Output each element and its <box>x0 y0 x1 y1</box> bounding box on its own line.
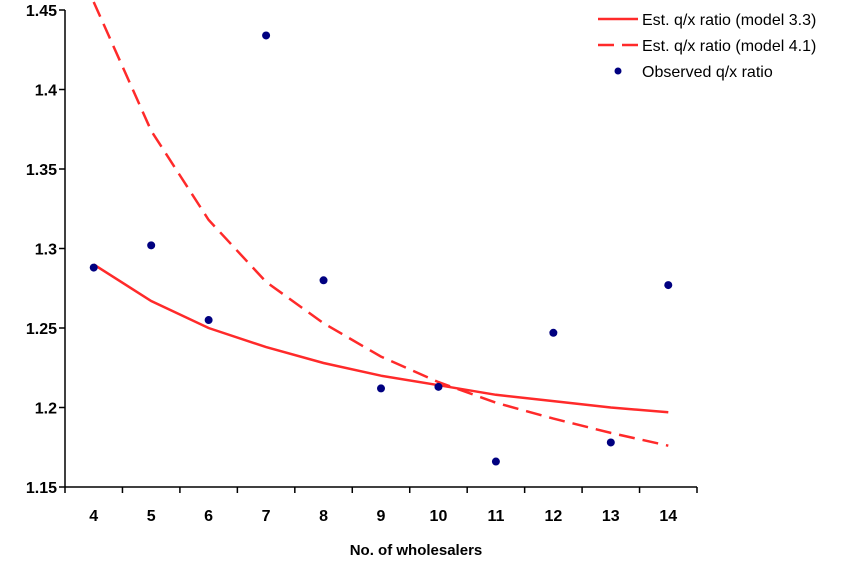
x-tick-label: 14 <box>659 508 677 525</box>
x-tick-label: 6 <box>204 508 213 525</box>
observed-point <box>606 438 615 447</box>
observed-point <box>319 276 328 285</box>
observed-point <box>262 31 271 40</box>
model-3-3-line <box>93 263 669 414</box>
observed-point <box>491 457 500 466</box>
legend-marker <box>614 67 622 75</box>
y-tick-label: 1.2 <box>35 401 57 418</box>
x-tick-label: 13 <box>602 508 620 525</box>
x-tick-label: 5 <box>147 508 156 525</box>
observed-point <box>147 241 156 250</box>
observed-points <box>89 31 673 466</box>
observed-point <box>664 281 673 290</box>
x-axis-title: No. of wholesalers <box>350 542 483 559</box>
x-tick-label: 12 <box>544 508 562 525</box>
y-tick-label: 1.25 <box>26 321 57 338</box>
legend: Est. q/x ratio (model 3.3) Est. q/x ratio… <box>598 12 816 81</box>
observed-point <box>89 263 98 272</box>
x-tick-label: 11 <box>487 508 504 525</box>
y-tick-label: 1.3 <box>35 242 57 259</box>
legend-label: Observed q/x ratio <box>642 64 773 81</box>
legend-label: Est. q/x ratio (model 4.1) <box>642 38 816 55</box>
observed-point <box>204 316 213 325</box>
observed-point <box>434 382 443 391</box>
x-tick-label: 10 <box>430 508 448 525</box>
observed-point <box>549 328 558 337</box>
x-tick-label: 7 <box>262 508 271 525</box>
x-ticks: 4 5 6 7 8 9 10 11 12 13 14 <box>64 487 698 525</box>
model-4-1-line <box>92 1 669 447</box>
x-tick-label: 8 <box>319 508 328 525</box>
y-tick-label: 1.35 <box>26 162 57 179</box>
observed-point <box>377 384 385 393</box>
y-tick-label: 1.45 <box>26 3 57 20</box>
y-tick-label: 1.4 <box>35 83 57 100</box>
x-tick-label: 4 <box>89 508 98 525</box>
y-ticks: 1.15 1.2 1.25 1.3 1.35 1.4 1.45 <box>26 3 65 497</box>
plot-lines <box>92 1 669 447</box>
legend-label: Est. q/x ratio (model 3.3) <box>642 12 816 29</box>
y-tick-label: 1.15 <box>26 480 57 497</box>
axes <box>64 10 697 488</box>
x-tick-label: 9 <box>377 508 386 525</box>
